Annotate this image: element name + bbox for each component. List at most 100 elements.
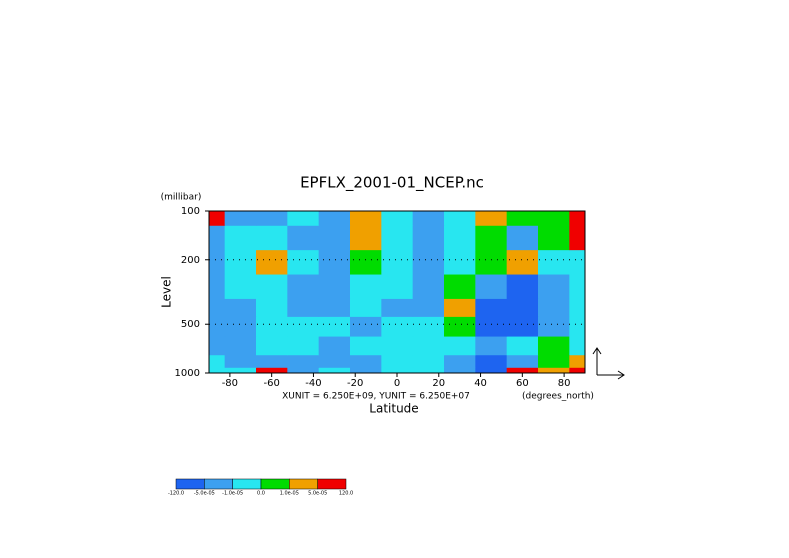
contour-cell (209, 316, 226, 337)
contour-cell (381, 225, 414, 251)
y-tick-label: 100 (181, 206, 200, 217)
colorbar-swatch (204, 478, 233, 490)
colorbar-swatch (175, 478, 205, 490)
contour-cell (475, 225, 508, 251)
contour-cell (538, 336, 570, 356)
contour-cell (538, 211, 570, 226)
contour-cell (444, 274, 476, 299)
contour-cell (475, 316, 508, 337)
contour-cell (538, 367, 570, 374)
colorbar-label: 5.0e-05 (308, 491, 327, 497)
contour-cell (256, 298, 288, 317)
contour-cell (506, 316, 539, 337)
contour-cell (412, 211, 445, 226)
ref-arrow-up (592, 347, 602, 375)
contour-cell (224, 249, 257, 275)
contour-cell (444, 336, 476, 356)
contour-cell (318, 298, 351, 317)
contour-cell (256, 274, 288, 299)
contour-cell (569, 367, 586, 374)
contour-cell (318, 211, 351, 226)
contour-cell (287, 274, 320, 299)
contour-cell (381, 298, 414, 317)
contour-cell (350, 249, 382, 275)
contour-cell (475, 298, 508, 317)
contour-cell (412, 367, 445, 374)
contour-cell (381, 211, 414, 226)
contour-cell (350, 354, 382, 368)
contour-cell (569, 211, 586, 226)
contour-cell (287, 336, 320, 356)
contour-cell (209, 225, 226, 251)
contour-cell (538, 316, 570, 337)
contour-cell (444, 316, 476, 337)
contour-cell (381, 336, 414, 356)
contour-cell (475, 274, 508, 299)
contour-cell (209, 249, 226, 275)
contour-cell (256, 211, 288, 226)
contour-cell (256, 316, 288, 337)
contour-cell (209, 354, 226, 368)
contour-cell (256, 249, 288, 275)
contour-cell (381, 249, 414, 275)
contour-cell (287, 298, 320, 317)
contour-cell (381, 354, 414, 368)
x-tick-label: 0 (394, 378, 400, 389)
contour-cell (318, 367, 351, 374)
contour-cell (287, 354, 320, 368)
contour-cell (569, 336, 586, 356)
x-tick-label: 40 (474, 378, 487, 389)
colorbar-swatch (289, 478, 318, 490)
vector-scale-label: XUNIT = 6.250E+09, YUNIT = 6.250E+07 (282, 392, 470, 402)
colorbar-label: 1.0e-05 (280, 491, 299, 497)
contour-cell (287, 367, 320, 374)
contour-cell (444, 249, 476, 275)
contour-cell (412, 354, 445, 368)
contour-cell (381, 367, 414, 374)
contour-cell (412, 316, 445, 337)
colorbar-label: 0.0 (257, 491, 265, 497)
contour-cell (287, 211, 320, 226)
colorbar-label: 120.0 (339, 491, 353, 497)
contour-cell (444, 367, 476, 374)
y-axis-label: Level (160, 276, 174, 308)
contour-cell (506, 274, 539, 299)
contour-cell (318, 225, 351, 251)
contour-cell (538, 225, 570, 251)
contour-cell (287, 225, 320, 251)
contour-cell (412, 336, 445, 356)
contour-cell (444, 298, 476, 317)
x-tick-label: -40 (305, 378, 321, 389)
colorbar-swatch (232, 478, 262, 490)
x-tick-label: -60 (263, 378, 279, 389)
contour-cell (412, 298, 445, 317)
contour-cell (256, 225, 288, 251)
contour-cell (506, 354, 539, 368)
contour-cell (287, 249, 320, 275)
contour-cell (224, 211, 257, 226)
contour-cell (209, 274, 226, 299)
contour-cell (538, 249, 570, 275)
contour-cell (569, 354, 586, 368)
contour-cell (350, 274, 382, 299)
ref-arrow-right (597, 370, 625, 380)
colorbar-swatch (317, 478, 347, 490)
colorbar-swatch (260, 478, 290, 490)
contour-cell (350, 225, 382, 251)
colorbar-label: -5.0e-05 (194, 491, 215, 497)
contour-cell (224, 367, 257, 374)
x-unit-label: (degrees_north) (522, 392, 594, 402)
contour-cell (318, 354, 351, 368)
contour-cell (381, 316, 414, 337)
contour-cell (538, 298, 570, 317)
contour-cell (506, 336, 539, 356)
x-axis-label: Latitude (369, 402, 418, 416)
contour-cell (444, 225, 476, 251)
plot-area (209, 211, 586, 374)
contour-cell (350, 316, 382, 337)
contour-cell (224, 274, 257, 299)
contour-cell (569, 298, 586, 317)
contour-cell (209, 211, 226, 226)
contour-cell (569, 249, 586, 275)
